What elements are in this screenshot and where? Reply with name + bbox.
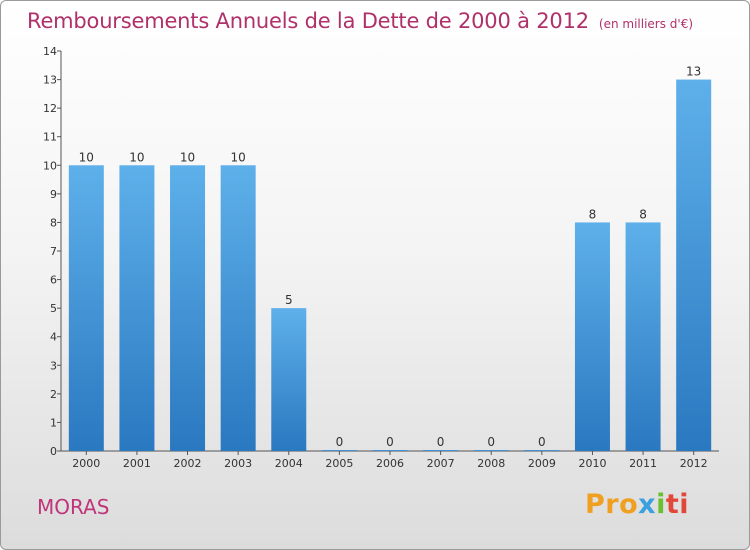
bar bbox=[574, 222, 610, 451]
y-tick-label: 2 bbox=[50, 388, 57, 401]
y-tick-label: 13 bbox=[43, 74, 57, 87]
x-tick-label: 2011 bbox=[629, 457, 657, 470]
bar bbox=[423, 450, 459, 451]
bar-value-label: 5 bbox=[285, 293, 293, 307]
y-tick-label: 5 bbox=[50, 302, 57, 315]
bar bbox=[170, 165, 206, 452]
y-tick-label: 1 bbox=[50, 416, 57, 429]
y-tick-label: 10 bbox=[43, 159, 57, 172]
x-tick-label: 2004 bbox=[275, 457, 303, 470]
bars bbox=[68, 79, 712, 452]
bar bbox=[321, 450, 357, 451]
bar-value-label: 10 bbox=[79, 150, 94, 164]
x-tick-label: 2000 bbox=[72, 457, 100, 470]
bar-value-label: 0 bbox=[437, 435, 445, 449]
x-tick-label: 2003 bbox=[224, 457, 252, 470]
y-tick-label: 0 bbox=[50, 445, 57, 458]
y-tick-label: 4 bbox=[50, 331, 57, 344]
chart-title: Remboursements Annuels de la Dette de 20… bbox=[27, 9, 693, 33]
chart-title-text: Remboursements Annuels de la Dette de 20… bbox=[27, 9, 589, 33]
bar bbox=[271, 308, 307, 451]
logo-part-2: x bbox=[638, 489, 657, 520]
x-tick-label: 2010 bbox=[578, 457, 606, 470]
x-tick-label: 2007 bbox=[427, 457, 455, 470]
bar bbox=[220, 165, 256, 452]
y-tick-label: 8 bbox=[50, 216, 57, 229]
logo-part-1: Pro bbox=[585, 489, 639, 520]
bar-value-label: 8 bbox=[639, 207, 647, 221]
y-tick-label: 14 bbox=[43, 45, 57, 58]
logo-part-3: i bbox=[656, 489, 666, 520]
bar bbox=[625, 222, 661, 451]
commune-name: MORAS bbox=[37, 495, 110, 519]
x-tick-label: 2008 bbox=[477, 457, 505, 470]
bar-value-label: 0 bbox=[386, 435, 394, 449]
bar-value-label: 0 bbox=[538, 435, 546, 449]
bar bbox=[68, 165, 104, 452]
bar-value-label: 10 bbox=[180, 150, 195, 164]
bar bbox=[524, 450, 560, 451]
bar-value-label: 0 bbox=[336, 435, 344, 449]
chart-subtitle: (en milliers d'€) bbox=[598, 17, 694, 31]
x-tick-label: 2001 bbox=[123, 457, 151, 470]
labels: 2000 10 2001 10 2002 10 2003 10 2004 5 2005 0 2006 0 2… bbox=[72, 65, 707, 470]
x-tick-label: 2006 bbox=[376, 457, 404, 470]
x-tick-label: 2012 bbox=[680, 457, 708, 470]
y-tick-label: 12 bbox=[43, 102, 57, 115]
bar-value-label: 10 bbox=[129, 150, 144, 164]
y-tick-label: 9 bbox=[50, 188, 57, 201]
proxiti-logo[interactable]: Proxiti bbox=[585, 489, 689, 520]
y-tick-label: 7 bbox=[50, 245, 57, 258]
x-tick-label: 2005 bbox=[325, 457, 353, 470]
y-tick-label: 3 bbox=[50, 359, 57, 372]
x-tick-label: 2002 bbox=[174, 457, 202, 470]
bar bbox=[119, 165, 155, 452]
bar-value-label: 0 bbox=[487, 435, 495, 449]
bar bbox=[372, 450, 408, 451]
logo-part-4: ti bbox=[665, 489, 690, 520]
y-tick-label: 11 bbox=[43, 131, 57, 144]
bar-value-label: 10 bbox=[231, 150, 246, 164]
x-tick-label: 2009 bbox=[528, 457, 556, 470]
y-tick-label: 6 bbox=[50, 274, 57, 287]
bar-value-label: 13 bbox=[686, 65, 701, 79]
bar-value-label: 8 bbox=[589, 207, 597, 221]
bar bbox=[676, 79, 712, 452]
bar bbox=[473, 450, 509, 451]
